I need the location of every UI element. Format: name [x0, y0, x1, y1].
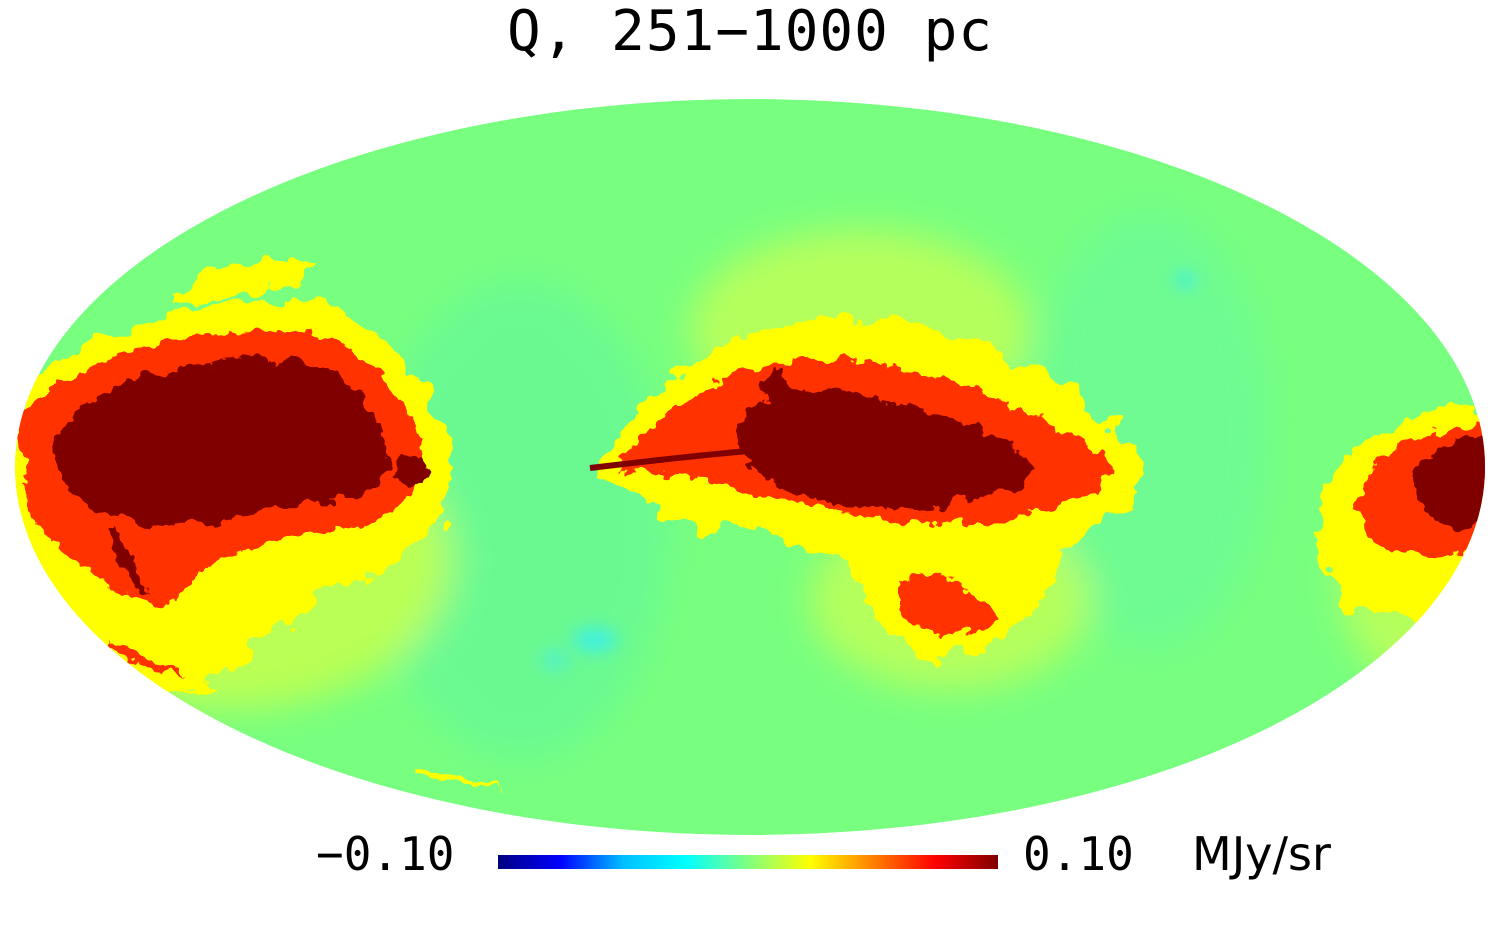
colorbar-min-label: −0.10	[316, 827, 455, 881]
map-title: Q, 251−1000 pc	[506, 0, 993, 64]
dark-filament	[589, 447, 761, 471]
colorbar-unit-label: MJy/sr	[1192, 827, 1331, 881]
negative-regions	[541, 272, 1195, 670]
colorbar	[498, 855, 998, 869]
colorbar-max-label: 0.10	[1023, 827, 1134, 881]
strong-emission	[56, 360, 1485, 595]
